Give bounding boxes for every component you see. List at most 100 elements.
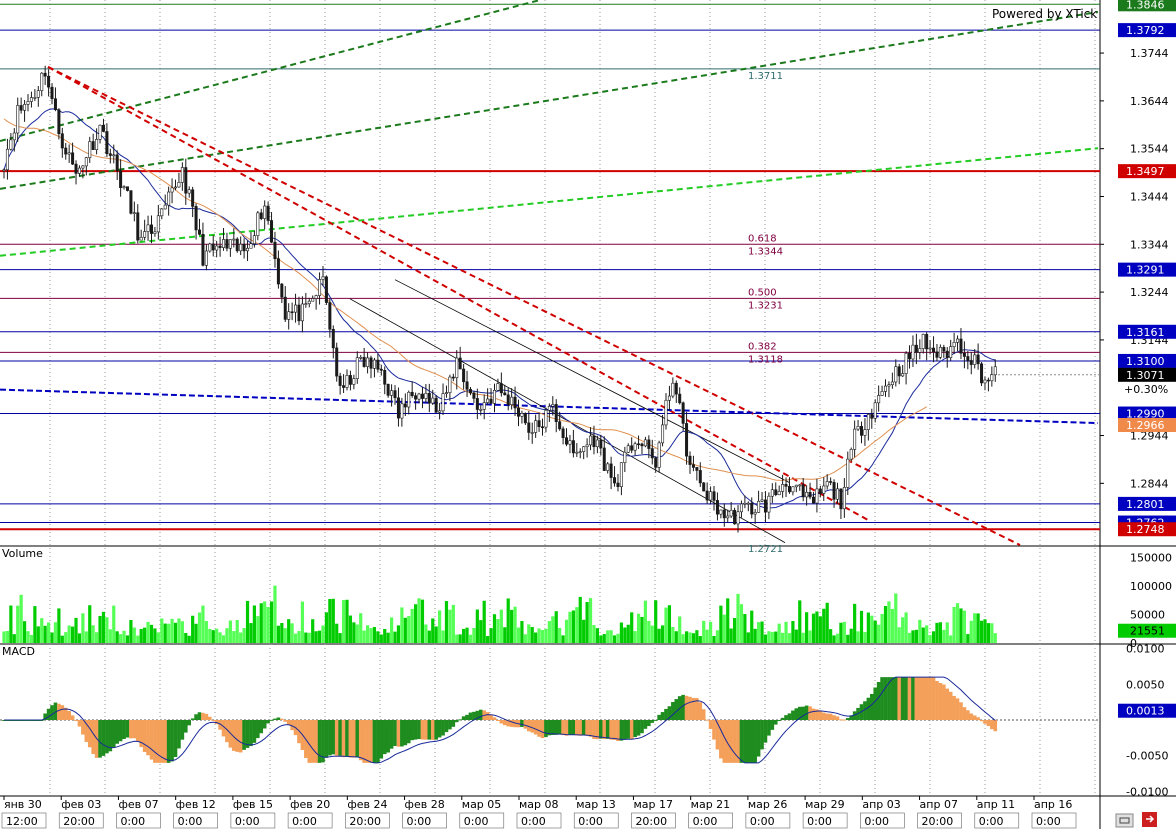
macd-histogram-bar (369, 720, 373, 763)
candle-body (877, 395, 881, 404)
candle-body (516, 407, 520, 417)
macd-histogram-bar (623, 720, 627, 740)
macd-histogram-bar (502, 720, 507, 726)
volume-bar (678, 616, 682, 643)
volume-bar (383, 628, 387, 643)
level-tag-label: 1.2990 (1126, 408, 1165, 421)
macd-histogram-bar (163, 720, 168, 763)
volume-bar (197, 612, 202, 643)
candle-body (897, 366, 901, 377)
volume-bar (276, 625, 280, 643)
macd-histogram-bar (640, 720, 644, 734)
time-label-box (974, 812, 1020, 829)
volume-bar (798, 600, 802, 643)
macd-histogram-bar (520, 720, 524, 727)
candle-body (558, 421, 562, 430)
volume-bar (592, 625, 596, 643)
candle-body (757, 500, 761, 513)
macd-histogram-bar (832, 715, 836, 720)
macd-histogram-bar (839, 719, 843, 721)
macd-histogram-bar (108, 720, 113, 752)
candle-body (410, 391, 414, 396)
macd-histogram-bar (633, 720, 637, 738)
candle-body (208, 243, 212, 252)
candle-body (362, 356, 366, 367)
volume-bar (530, 627, 534, 643)
candle-body (746, 502, 750, 505)
volume-bar (986, 623, 991, 643)
volume-bar (942, 629, 946, 643)
volume-bar (760, 621, 764, 643)
volume-bar (781, 632, 785, 643)
volume-bar (691, 633, 696, 643)
candle-body (129, 190, 133, 214)
volume-bar (839, 622, 843, 643)
candle-body (9, 139, 13, 150)
macd-tick-label: 0.0050 (1126, 678, 1165, 691)
scroll-button[interactable] (1115, 813, 1134, 828)
date-label: мар 13 (576, 798, 616, 811)
fib-value-label: 1.3711 (748, 71, 783, 82)
macd-histogram-bar (310, 720, 315, 763)
volume-bar (424, 624, 428, 643)
candle-body (448, 376, 452, 393)
macd-histogram-bar (821, 712, 826, 720)
macd-histogram-bar (609, 720, 613, 740)
macd-histogram-bar (472, 711, 476, 720)
candle-body (709, 491, 713, 501)
candle-body (798, 484, 802, 487)
macd-histogram-bar (722, 720, 727, 763)
candle-body (318, 279, 322, 296)
date-label: фев 15 (233, 798, 273, 811)
candle-body (468, 389, 472, 394)
volume-bar (417, 598, 421, 643)
candle-body (167, 191, 171, 206)
volume-bar (739, 604, 744, 643)
volume-bar (57, 608, 61, 643)
macd-histogram-bar (345, 720, 349, 757)
volume-bar (77, 633, 82, 643)
macd-histogram-bar (993, 720, 998, 732)
time-label: 0:00 (521, 815, 546, 828)
candle-body (187, 189, 191, 194)
macd-histogram-bar (379, 720, 384, 759)
volume-bar (568, 611, 572, 643)
macd-histogram-bar (767, 720, 771, 736)
upper-channel-line (0, 0, 541, 142)
time-label: 0:00 (1036, 815, 1061, 828)
volume-bar (64, 632, 68, 643)
candle-body (873, 402, 877, 419)
volume-bar (67, 625, 71, 643)
candle-body (571, 440, 575, 454)
candle-body (983, 379, 987, 384)
volume-bar (46, 622, 51, 643)
volume-bar (462, 628, 466, 643)
candle-body (911, 344, 915, 360)
macd-histogram-bar (122, 720, 126, 740)
level-tag-label: 1.2966 (1126, 419, 1165, 432)
volume-bar (359, 613, 363, 643)
macd-histogram-bar (828, 713, 833, 720)
volume-bar (918, 619, 922, 643)
macd-histogram-bar (945, 688, 950, 720)
volume-bar (757, 622, 761, 643)
volume-bar (503, 627, 507, 643)
volume-bar (973, 613, 977, 643)
macd-histogram-bar (499, 720, 504, 724)
date-label: мар 21 (691, 798, 731, 811)
candle-body (575, 451, 579, 454)
volume-bar (242, 628, 246, 643)
volume-bar (427, 630, 431, 643)
candle-body (438, 410, 442, 413)
candle-body (324, 276, 328, 303)
macd-histogram-bar (269, 719, 274, 721)
candle-body (856, 426, 860, 430)
candle-body (393, 390, 397, 399)
macd-histogram-bar (129, 720, 133, 739)
macd-histogram-bar (448, 720, 452, 730)
macd-histogram-bar (468, 712, 473, 720)
volume-bar (993, 633, 997, 643)
volume-bar (887, 601, 891, 643)
time-label: 0:00 (178, 815, 203, 828)
volume-bar (883, 605, 888, 643)
